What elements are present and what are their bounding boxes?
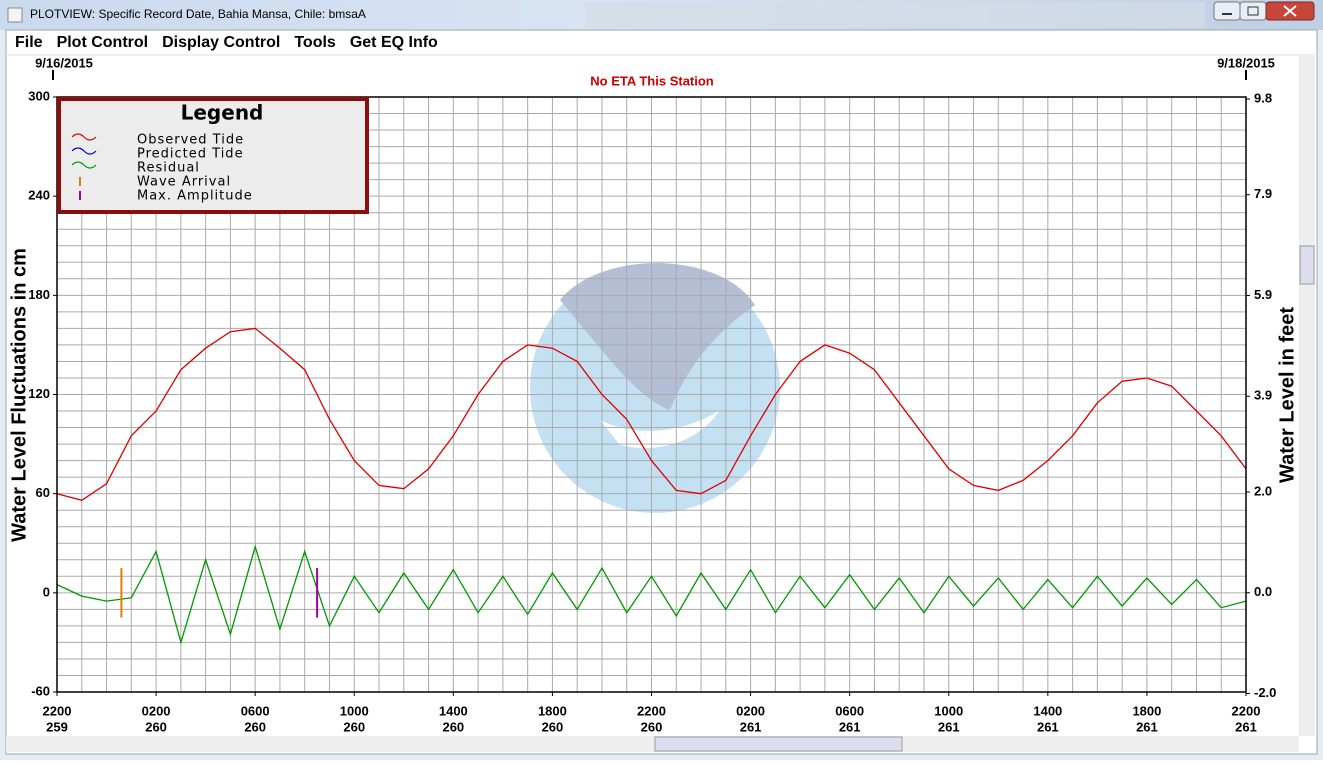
- series-line: [56, 544, 1247, 645]
- y-tick-label: 120: [28, 386, 50, 401]
- x-tick-label: 2200: [637, 703, 666, 718]
- x-tick-day: 261: [1037, 719, 1059, 734]
- x-tick-day: 261: [839, 719, 861, 734]
- menu-bar: File Plot Control Display Control Tools Get …: [15, 34, 438, 51]
- legend-label: Observed Tide: [137, 133, 244, 148]
- x-tick-label: 1000: [340, 703, 369, 718]
- x-tick-label: 1800: [538, 703, 567, 718]
- legend-symbol: [71, 161, 97, 169]
- menu-item[interactable]: Get EQ Info: [350, 34, 438, 51]
- vertical-scroll-thumb[interactable]: [1299, 245, 1315, 285]
- app-icon: [7, 7, 23, 23]
- y-tick-label: 240: [28, 188, 50, 203]
- x-tick-day: 260: [343, 719, 365, 734]
- x-tick-label: 0200: [736, 703, 765, 718]
- start-date: 9/16/2015: [35, 55, 93, 70]
- watermark-logo: [530, 263, 780, 513]
- x-tick-label: 2200: [1232, 703, 1261, 718]
- vertical-scrollbar[interactable]: [1299, 55, 1315, 736]
- x-tick-label: 1400: [1033, 703, 1062, 718]
- legend-symbol: [71, 133, 97, 141]
- legend-label: Wave Arrival: [137, 175, 231, 190]
- x-tick-day: 261: [740, 719, 762, 734]
- menu-item[interactable]: Plot Control: [57, 34, 149, 51]
- legend-label: Residual: [137, 161, 200, 176]
- legend-label: Predicted Tide: [137, 147, 244, 162]
- y-tick-label: 180: [28, 287, 50, 302]
- x-tick-label: 1800: [1132, 703, 1161, 718]
- window-title: PLOTVIEW: Specific Record Date, Bahia Ma…: [30, 7, 366, 21]
- x-tick-label: 1000: [934, 703, 963, 718]
- x-tick-day: 260: [244, 719, 266, 734]
- horizontal-scroll-thumb[interactable]: [654, 736, 903, 752]
- maximize-button[interactable]: [1239, 1, 1267, 21]
- x-tick-day: 260: [542, 719, 564, 734]
- x-tick-label: 1400: [439, 703, 468, 718]
- y2-tick-label: 9.8: [1254, 90, 1272, 105]
- chart-title: No ETA This Station: [590, 73, 714, 88]
- series-line: [56, 327, 1247, 502]
- y2-axis-title: Water Level in feet: [1276, 307, 1298, 483]
- y-tick-label: 300: [28, 88, 50, 103]
- y2-tick-label: -2.0: [1254, 685, 1276, 700]
- x-tick-day: 260: [145, 719, 167, 734]
- y2-tick-label: 7.9: [1254, 186, 1272, 201]
- window-buttons[interactable]: [1213, 1, 1315, 21]
- y2-tick-label: 0.0: [1254, 584, 1272, 599]
- x-tick-day: 261: [1136, 719, 1158, 734]
- legend-symbol: [71, 147, 97, 155]
- end-date: 9/18/2015: [1217, 55, 1275, 70]
- y-tick-label: -60: [31, 683, 50, 698]
- x-tick-label: 0200: [142, 703, 171, 718]
- y-axis-title: Water Level Fluctuations in cm: [8, 248, 30, 542]
- plot-border: [56, 96, 1247, 693]
- x-tick-day: 261: [938, 719, 960, 734]
- horizontal-scrollbar[interactable]: [6, 736, 1299, 752]
- legend-title: Legend: [181, 101, 264, 125]
- menu-item[interactable]: Display Control: [162, 34, 280, 51]
- x-tick-day: 260: [641, 719, 663, 734]
- y2-tick-label: 2.0: [1254, 483, 1272, 498]
- y2-tick-label: 5.9: [1254, 287, 1272, 302]
- x-tick-label: 0600: [241, 703, 270, 718]
- plot: -60 0 60 120 180 240 300 -2.0 0.0 2.0 3.9 5.9 7.9 9.8…: [28, 88, 1276, 734]
- menu-item[interactable]: Tools: [294, 34, 336, 51]
- y2-tick-label: 3.9: [1254, 388, 1272, 403]
- background-window: [585, 2, 1205, 28]
- x-tick-label: 0600: [835, 703, 864, 718]
- x-tick-day: 259: [46, 719, 68, 734]
- legend-label: Max. Amplitude: [137, 189, 253, 204]
- minimize-button[interactable]: [1213, 1, 1241, 21]
- menu-item[interactable]: File: [15, 34, 43, 51]
- x-tick-label: 2200: [43, 703, 72, 718]
- y-tick-label: 60: [36, 485, 50, 500]
- y-tick-label: 0: [43, 584, 50, 599]
- x-tick-day: 260: [442, 719, 464, 734]
- x-tick-day: 261: [1235, 719, 1257, 734]
